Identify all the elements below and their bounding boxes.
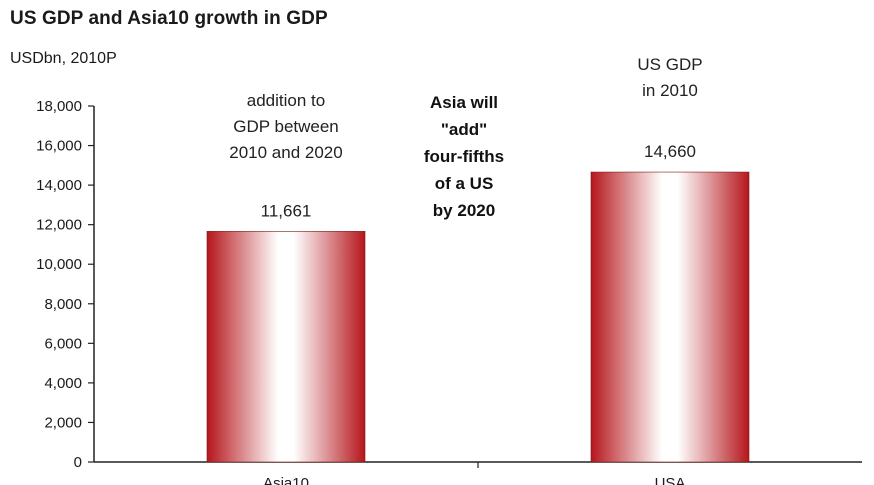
y-tick-label: 2,000 [44,414,82,431]
chart-title: US GDP and Asia10 growth in GDP [10,8,328,29]
bar-asia10 [206,231,366,463]
y-tick-label: 0 [74,454,82,471]
x-tick-label: Asia10 [263,475,309,485]
y-tick-label: 16,000 [36,138,82,155]
y-tick-label: 4,000 [44,375,82,392]
y-tick-label: 10,000 [36,256,82,273]
annotation-asia10-line: addition to [247,91,325,110]
annotation-center-line: of a US [435,174,494,193]
x-tick-label: USA [655,475,686,485]
y-tick-label: 18,000 [36,98,82,115]
y-tick-label: 12,000 [36,217,82,234]
y-tick-label: 8,000 [44,296,82,313]
y-tick-label: 14,000 [36,177,82,194]
annotation-usa-line: in 2010 [642,81,698,100]
annotation-usa-line: US GDP [637,55,702,74]
data-label: 11,661 [261,201,312,220]
data-label: 14,660 [644,142,696,161]
annotation-asia10-line: GDP between [233,117,339,136]
chart-subtitle: USDbn, 2010P [10,50,117,67]
annotation-center-line: by 2020 [433,201,495,220]
bar-usa [590,171,750,463]
annotation-asia10-line: 2010 and 2020 [229,143,342,162]
y-tick-label: 6,000 [44,335,82,352]
annotation-center-line: Asia will [430,93,498,112]
annotation-center-line: "add" [441,120,487,139]
annotation-center-line: four-fifths [424,147,504,166]
